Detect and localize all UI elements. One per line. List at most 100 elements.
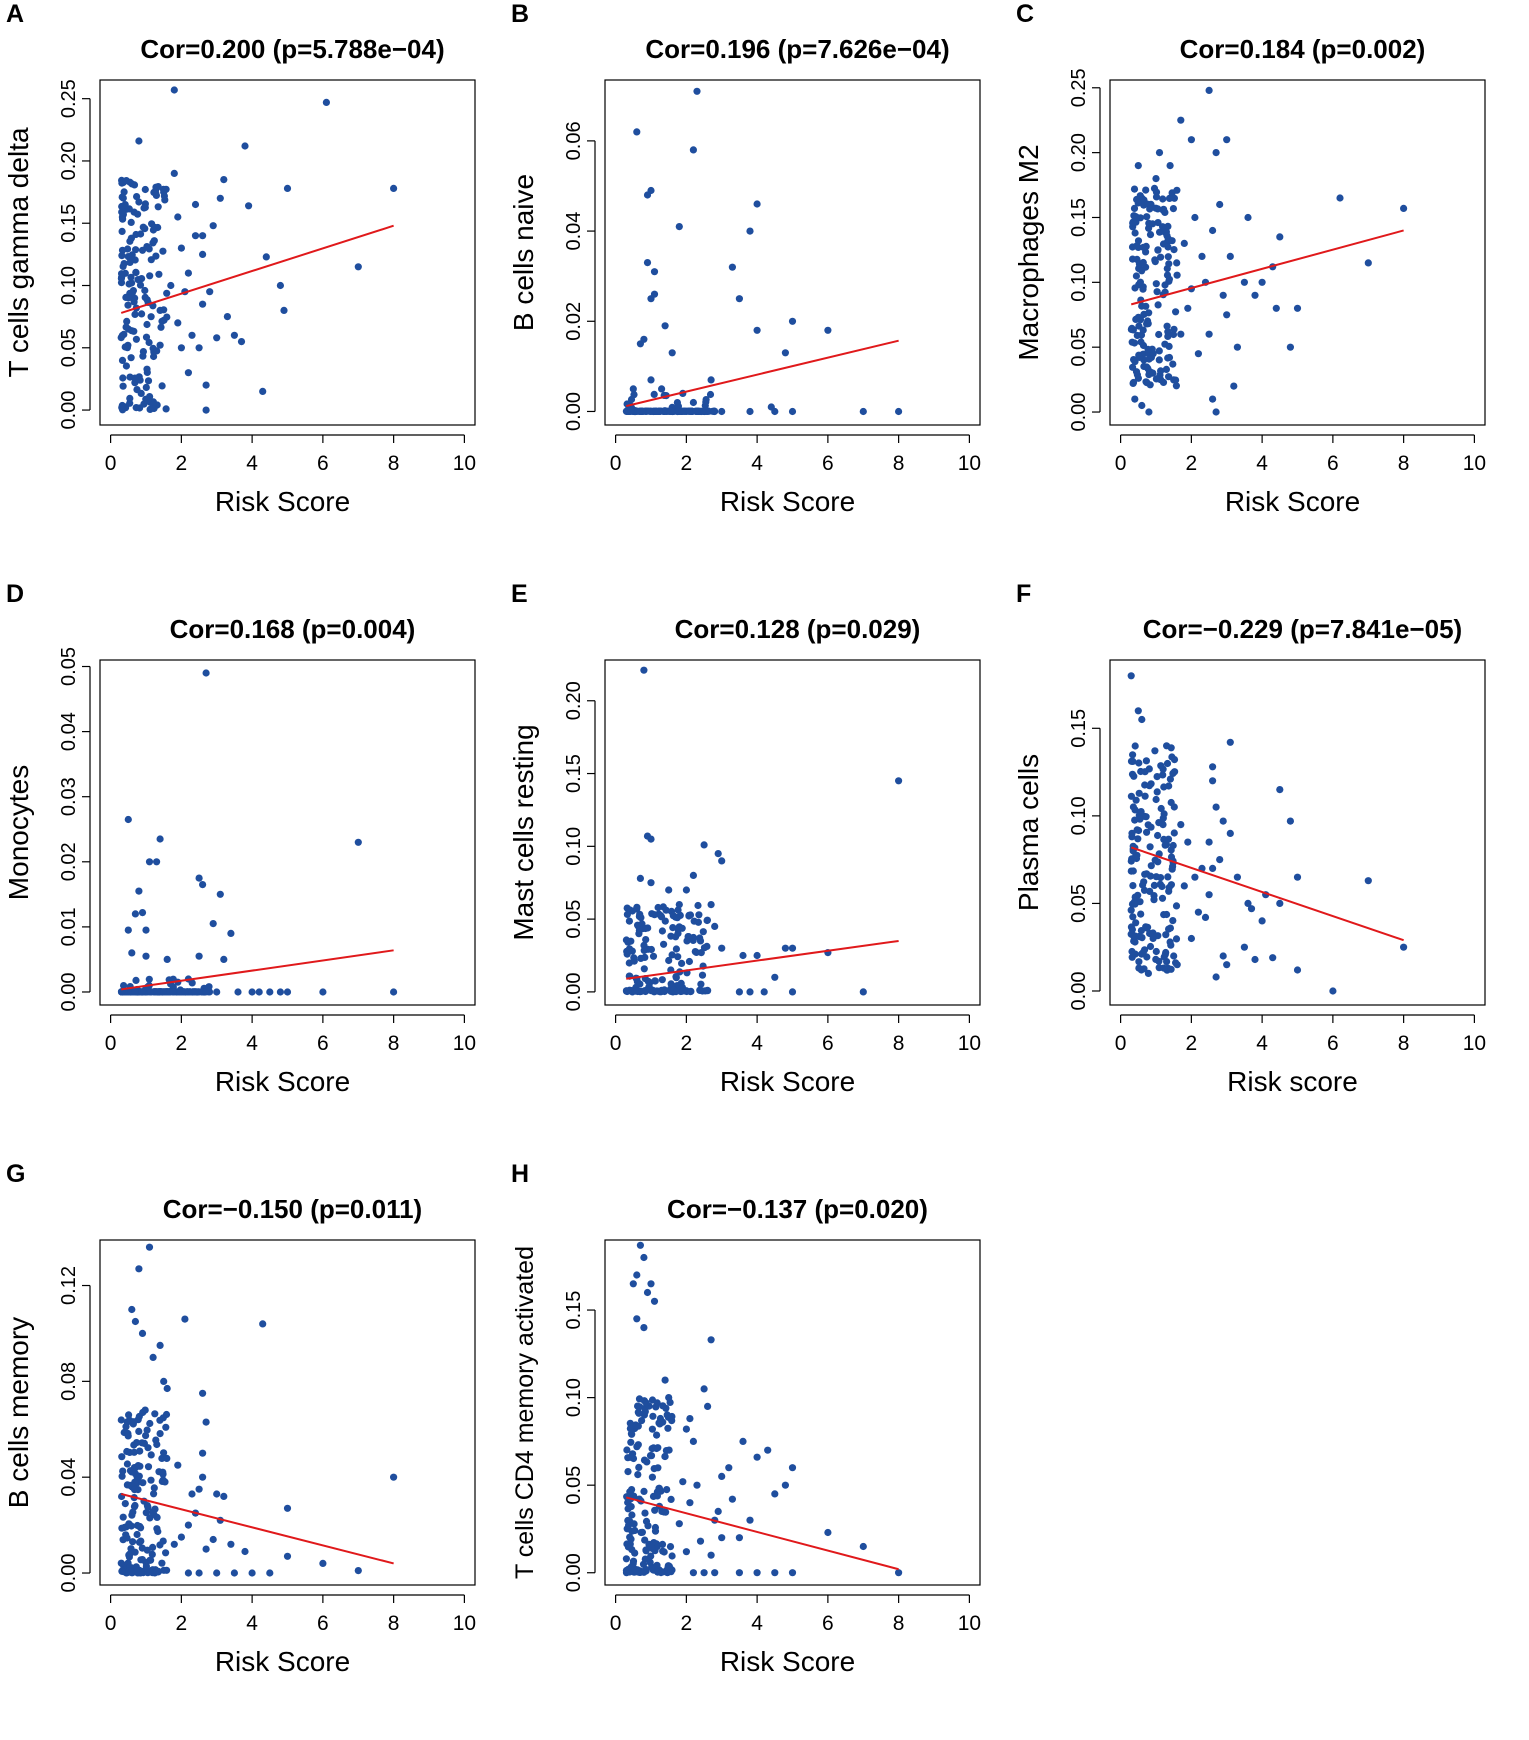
data-point bbox=[1160, 810, 1168, 818]
data-point bbox=[1150, 896, 1158, 904]
data-point bbox=[1163, 910, 1171, 919]
data-point bbox=[651, 1506, 659, 1514]
data-point bbox=[177, 344, 185, 352]
data-point bbox=[650, 1465, 658, 1473]
data-point bbox=[622, 987, 631, 995]
data-point bbox=[1165, 194, 1174, 202]
data-point bbox=[1139, 258, 1147, 267]
data-point bbox=[1139, 341, 1148, 350]
data-point bbox=[643, 191, 652, 199]
data-point bbox=[648, 1425, 656, 1433]
data-point bbox=[259, 1320, 267, 1328]
data-point bbox=[640, 1487, 648, 1495]
y-tick-label: 0.04 bbox=[58, 712, 80, 751]
data-point bbox=[644, 977, 652, 985]
data-point bbox=[119, 215, 127, 223]
data-point bbox=[280, 306, 288, 314]
data-point bbox=[641, 924, 650, 933]
data-point bbox=[1146, 929, 1154, 938]
data-point bbox=[137, 230, 145, 238]
data-point bbox=[1154, 205, 1162, 213]
data-point bbox=[138, 275, 146, 283]
data-point bbox=[1131, 816, 1139, 824]
data-point bbox=[146, 1419, 154, 1428]
data-point bbox=[1151, 256, 1159, 264]
data-point bbox=[1142, 378, 1150, 386]
data-point bbox=[1276, 786, 1284, 794]
data-point bbox=[636, 874, 644, 882]
data-point bbox=[154, 203, 162, 211]
data-point bbox=[205, 983, 213, 991]
panel-letter-f: F bbox=[1016, 580, 1032, 608]
x-tick-label: 10 bbox=[958, 1032, 981, 1055]
data-point bbox=[1400, 943, 1408, 951]
y-axis-label: T cells CD4 memory activated bbox=[511, 1246, 539, 1579]
data-point bbox=[118, 252, 126, 260]
regression-line bbox=[625, 339, 899, 408]
data-point bbox=[707, 1336, 715, 1344]
data-point bbox=[390, 1473, 398, 1481]
data-point bbox=[687, 987, 695, 995]
data-point bbox=[126, 394, 134, 402]
data-point bbox=[1143, 320, 1151, 328]
plot-frame bbox=[604, 1239, 981, 1586]
data-point bbox=[143, 1426, 151, 1434]
data-point bbox=[665, 1446, 673, 1454]
data-point bbox=[1219, 817, 1227, 825]
data-point bbox=[682, 1548, 690, 1556]
data-point bbox=[662, 1404, 670, 1412]
x-tick-label: 6 bbox=[317, 452, 329, 475]
data-point bbox=[1154, 831, 1162, 840]
data-point bbox=[646, 1558, 654, 1566]
data-point bbox=[177, 244, 185, 252]
data-point bbox=[666, 1543, 675, 1551]
data-point bbox=[771, 973, 779, 981]
data-point bbox=[230, 331, 238, 339]
data-point bbox=[623, 1446, 631, 1454]
data-point bbox=[1129, 757, 1137, 765]
data-point bbox=[673, 914, 681, 922]
data-point bbox=[668, 951, 676, 959]
data-point bbox=[1152, 188, 1161, 196]
y-tick-label: 0.02 bbox=[563, 302, 585, 341]
plot-frame bbox=[99, 659, 476, 1006]
data-point bbox=[824, 326, 832, 334]
x-axis-label: Risk Score bbox=[1225, 486, 1360, 517]
data-point bbox=[684, 933, 692, 941]
data-point bbox=[1129, 882, 1137, 890]
data-point bbox=[1198, 252, 1206, 260]
data-point bbox=[660, 1508, 668, 1516]
x-tick-label: 6 bbox=[822, 452, 834, 475]
regression-line bbox=[120, 224, 394, 314]
data-point bbox=[1152, 795, 1160, 804]
data-point bbox=[132, 268, 140, 277]
data-point bbox=[1128, 770, 1137, 778]
panel-g: Cor=−0.150 (p=0.011) 0 2 4 6 8 10 Risk Score 0.0… bbox=[0, 1160, 500, 1740]
x-tick-label: 10 bbox=[958, 1612, 981, 1635]
data-point bbox=[1129, 255, 1137, 263]
data-point bbox=[1177, 821, 1185, 829]
data-point bbox=[624, 1543, 632, 1551]
data-point bbox=[135, 1427, 143, 1435]
data-point bbox=[625, 945, 634, 953]
regression-line bbox=[1130, 229, 1404, 306]
x-tick-label: 4 bbox=[1256, 1032, 1268, 1055]
data-point bbox=[1154, 219, 1162, 227]
data-point bbox=[266, 1569, 274, 1577]
data-point bbox=[124, 1432, 132, 1440]
data-point bbox=[1258, 917, 1266, 925]
data-point bbox=[650, 268, 659, 276]
data-point bbox=[127, 252, 135, 261]
y-tick-label: 0.20 bbox=[563, 681, 585, 720]
x-tick-label: 8 bbox=[388, 452, 400, 475]
data-point bbox=[668, 1552, 676, 1560]
data-point bbox=[707, 1551, 715, 1559]
data-point bbox=[735, 295, 743, 303]
data-point bbox=[124, 301, 132, 309]
data-point bbox=[155, 270, 163, 278]
data-point bbox=[682, 1425, 690, 1433]
panel-letter-b: B bbox=[511, 0, 530, 28]
y-tick-label: 0.05 bbox=[1068, 328, 1090, 367]
data-point bbox=[633, 905, 641, 913]
data-point bbox=[127, 218, 135, 226]
